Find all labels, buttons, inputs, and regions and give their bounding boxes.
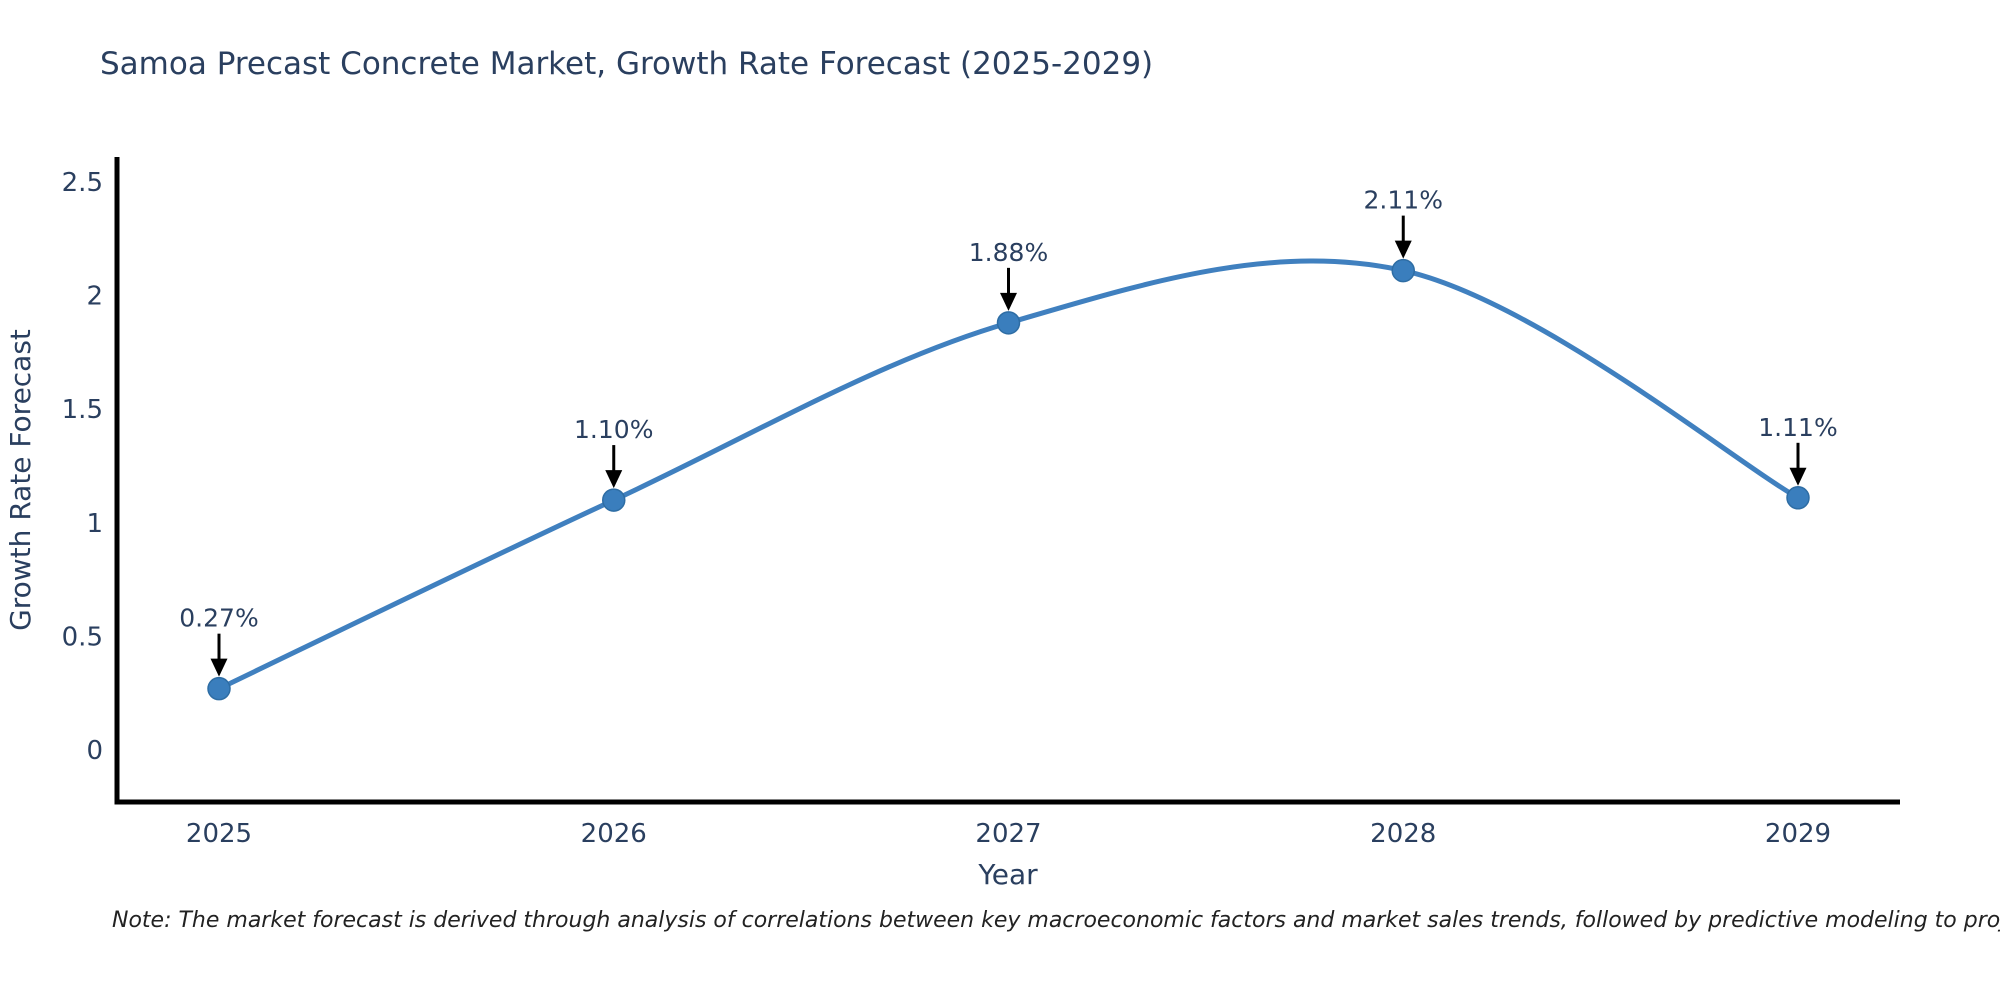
annotation-arrow-head — [1000, 292, 1017, 311]
x-tick-label: 2029 — [1765, 819, 1831, 849]
data-point-marker-2026 — [602, 488, 626, 512]
annotation-label: 0.27% — [179, 604, 258, 633]
annotation-label: 1.10% — [574, 415, 653, 444]
plot-area: 0 0.5 1 1.5 2 2.5 2025 2026 2027 2028 2029 0.27% 1.1… — [62, 157, 1900, 849]
data-point-marker-2025 — [207, 676, 231, 701]
annotation-arrow-head — [1789, 467, 1807, 486]
x-tick-label: 2028 — [1370, 819, 1436, 849]
x-axis-title: Year — [977, 858, 1038, 891]
data-point-marker-2029 — [1786, 486, 1810, 510]
y-tick-label: 1.5 — [62, 395, 103, 425]
x-tick-label: 2027 — [975, 819, 1041, 849]
annotation-label: 1.88% — [969, 238, 1048, 267]
y-axis-title: Growth Rate Forecast — [4, 329, 37, 631]
data-point-marker-2028 — [1391, 258, 1415, 283]
chart-title: Samoa Precast Concrete Market, Growth Ra… — [100, 46, 1154, 82]
footnote: Note: The market forecast is derived thr… — [112, 908, 2000, 933]
data-point-marker-2027 — [996, 311, 1021, 335]
y-tick-label: 1 — [86, 509, 103, 539]
annotation-arrow-head — [605, 470, 623, 489]
y-tick-label: 0 — [86, 736, 103, 766]
annotation-label: 2.11% — [1364, 186, 1443, 215]
x-tick-label: 2025 — [186, 819, 252, 849]
y-tick-label: 2 — [86, 282, 103, 312]
x-tick-label: 2026 — [581, 819, 647, 849]
annotation-arrow-head — [210, 658, 228, 677]
annotation-arrow-head — [1394, 240, 1412, 259]
y-tick-label: 2.5 — [62, 168, 103, 198]
annotation-label: 1.11% — [1758, 413, 1837, 442]
y-tick-label: 0.5 — [62, 622, 103, 652]
